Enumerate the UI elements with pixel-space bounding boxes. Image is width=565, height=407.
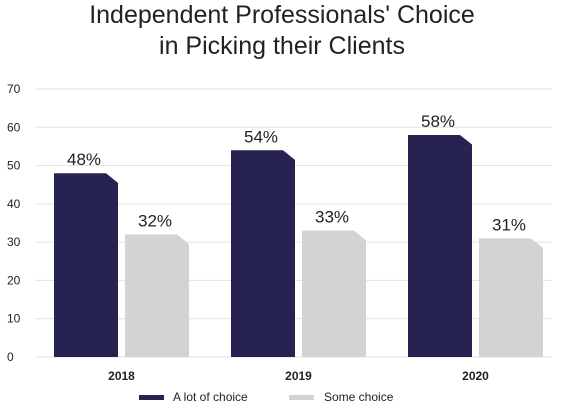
legend-swatch-a-lot-of-choice bbox=[139, 395, 164, 400]
bar-a-lot-of-choice-2018 bbox=[54, 173, 118, 357]
y-tick-label: 0 bbox=[7, 350, 14, 364]
bar-some-choice-2019 bbox=[302, 230, 366, 357]
y-tick-label: 10 bbox=[7, 312, 21, 326]
bar-some-choice-2020 bbox=[479, 238, 543, 357]
x-category-label: 2020 bbox=[462, 369, 489, 383]
data-label: 31% bbox=[492, 215, 526, 234]
y-tick-label: 60 bbox=[7, 120, 21, 134]
x-category-label: 2018 bbox=[108, 369, 135, 383]
x-axis-categories: 2018 2019 2020 bbox=[108, 369, 489, 383]
data-label: 32% bbox=[138, 211, 172, 230]
chart-title-line-2: in Picking their Clients bbox=[159, 32, 405, 60]
legend-label-some-choice: Some choice bbox=[324, 390, 394, 404]
x-category-label: 2019 bbox=[285, 369, 312, 383]
bar-a-lot-of-choice-2019 bbox=[231, 150, 295, 357]
data-label: 54% bbox=[244, 127, 278, 146]
y-tick-label: 50 bbox=[7, 159, 21, 173]
y-tick-label: 70 bbox=[7, 82, 21, 96]
data-labels: 48% 32% 54% 33% 58% 31% bbox=[67, 112, 526, 234]
y-tick-label: 40 bbox=[7, 197, 21, 211]
data-label: 58% bbox=[421, 112, 455, 131]
legend: A lot of choice Some choice bbox=[139, 390, 394, 404]
bar-a-lot-of-choice-2020 bbox=[408, 134, 472, 357]
y-tick-label: 30 bbox=[7, 235, 21, 249]
bar-some-choice-2018 bbox=[125, 234, 189, 357]
bars bbox=[54, 134, 543, 357]
data-label: 33% bbox=[315, 208, 349, 227]
chart-title-line-1: Independent Professionals' Choice bbox=[89, 1, 475, 29]
y-tick-label: 20 bbox=[7, 273, 21, 287]
legend-label-a-lot-of-choice: A lot of choice bbox=[173, 390, 248, 404]
legend-swatch-some-choice bbox=[289, 395, 314, 400]
data-label: 48% bbox=[67, 150, 101, 169]
y-axis-ticks: 0 10 20 30 40 50 60 70 bbox=[7, 82, 21, 364]
